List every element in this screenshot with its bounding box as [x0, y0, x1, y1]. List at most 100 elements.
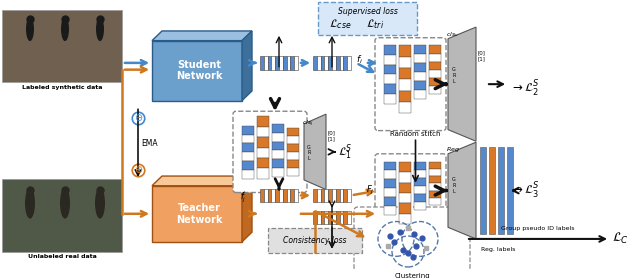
FancyBboxPatch shape: [233, 111, 307, 192]
Bar: [340, 189, 344, 202]
Text: $\rightarrow\mathcal{L}^S_3$: $\rightarrow\mathcal{L}^S_3$: [510, 180, 540, 201]
Text: $\mathcal{L}_C$: $\mathcal{L}_C$: [612, 231, 629, 247]
Bar: [347, 211, 351, 224]
Bar: [257, 168, 269, 179]
FancyBboxPatch shape: [268, 228, 362, 254]
Bar: [414, 90, 426, 99]
Bar: [384, 75, 396, 84]
Bar: [429, 183, 441, 190]
Bar: [384, 46, 396, 55]
Bar: [399, 193, 411, 203]
FancyBboxPatch shape: [375, 154, 446, 227]
Polygon shape: [152, 176, 252, 186]
Text: G
R
L: G R L: [452, 177, 456, 194]
Bar: [414, 194, 426, 202]
Polygon shape: [448, 142, 476, 239]
Bar: [291, 56, 294, 70]
Bar: [257, 137, 269, 148]
Bar: [324, 211, 328, 224]
Bar: [429, 190, 441, 198]
Ellipse shape: [60, 188, 70, 219]
Bar: [242, 161, 254, 170]
Bar: [344, 189, 347, 202]
Bar: [414, 46, 426, 54]
Bar: [287, 168, 299, 176]
Text: G
R
L: G R L: [307, 145, 311, 161]
Bar: [2, 10, 122, 82]
Text: Clustering: Clustering: [394, 273, 430, 278]
Bar: [429, 70, 441, 78]
Bar: [242, 126, 254, 135]
Text: ⊕: ⊕: [134, 165, 142, 175]
Bar: [429, 46, 441, 54]
Bar: [317, 211, 321, 224]
Text: Supervised loss: Supervised loss: [337, 7, 397, 16]
Polygon shape: [152, 31, 252, 41]
Bar: [287, 160, 299, 168]
Bar: [242, 152, 254, 161]
Text: f$^t_j$: f$^t_j$: [240, 190, 247, 205]
Bar: [328, 189, 332, 202]
Bar: [279, 189, 283, 202]
Ellipse shape: [95, 188, 105, 219]
Ellipse shape: [25, 188, 35, 219]
Bar: [257, 158, 269, 168]
Bar: [384, 84, 396, 94]
Bar: [414, 72, 426, 81]
Polygon shape: [448, 27, 476, 141]
Text: $\mathit{cls_v}$: $\mathit{cls_v}$: [447, 30, 460, 39]
Bar: [260, 189, 264, 202]
Bar: [260, 56, 264, 70]
Bar: [317, 56, 321, 70]
Bar: [414, 202, 426, 210]
Polygon shape: [304, 114, 326, 190]
Bar: [332, 56, 336, 70]
Bar: [384, 188, 396, 197]
Bar: [336, 56, 340, 70]
Bar: [414, 170, 426, 178]
Text: $\mathit{Reg}$: $\mathit{Reg}$: [446, 145, 460, 155]
Bar: [340, 211, 344, 224]
Bar: [332, 211, 336, 224]
Bar: [414, 178, 426, 186]
Bar: [429, 198, 441, 205]
Bar: [313, 56, 317, 70]
Bar: [275, 56, 279, 70]
Bar: [287, 144, 299, 152]
Bar: [328, 56, 332, 70]
Bar: [283, 56, 287, 70]
Text: EMA: EMA: [141, 139, 157, 148]
Bar: [272, 159, 284, 168]
Bar: [399, 79, 411, 91]
Bar: [429, 86, 441, 94]
Bar: [399, 46, 411, 57]
Text: $\mathcal{L}_{cse}$: $\mathcal{L}_{cse}$: [329, 17, 351, 31]
Bar: [257, 148, 269, 158]
Text: $\mathit{cls_j}$: $\mathit{cls_j}$: [302, 119, 314, 129]
Bar: [384, 55, 396, 65]
Bar: [498, 147, 504, 234]
Text: $\rightarrow\mathcal{L}^S_2$: $\rightarrow\mathcal{L}^S_2$: [510, 79, 540, 99]
Text: ⊖: ⊖: [134, 113, 142, 123]
Bar: [489, 147, 495, 234]
Bar: [268, 56, 271, 70]
Bar: [399, 102, 411, 113]
Polygon shape: [242, 176, 252, 242]
Bar: [414, 186, 426, 194]
Bar: [2, 179, 122, 252]
Bar: [429, 78, 441, 86]
Bar: [414, 54, 426, 63]
Text: F$_j$: F$_j$: [367, 184, 375, 197]
Bar: [313, 211, 317, 224]
Bar: [399, 91, 411, 102]
Bar: [347, 56, 351, 70]
Bar: [313, 189, 317, 202]
Bar: [429, 62, 441, 70]
Bar: [264, 56, 268, 70]
Bar: [384, 206, 396, 215]
Bar: [294, 56, 298, 70]
Text: Unlabeled real data: Unlabeled real data: [28, 254, 97, 259]
Bar: [384, 65, 396, 75]
Bar: [429, 54, 441, 62]
Bar: [291, 189, 294, 202]
